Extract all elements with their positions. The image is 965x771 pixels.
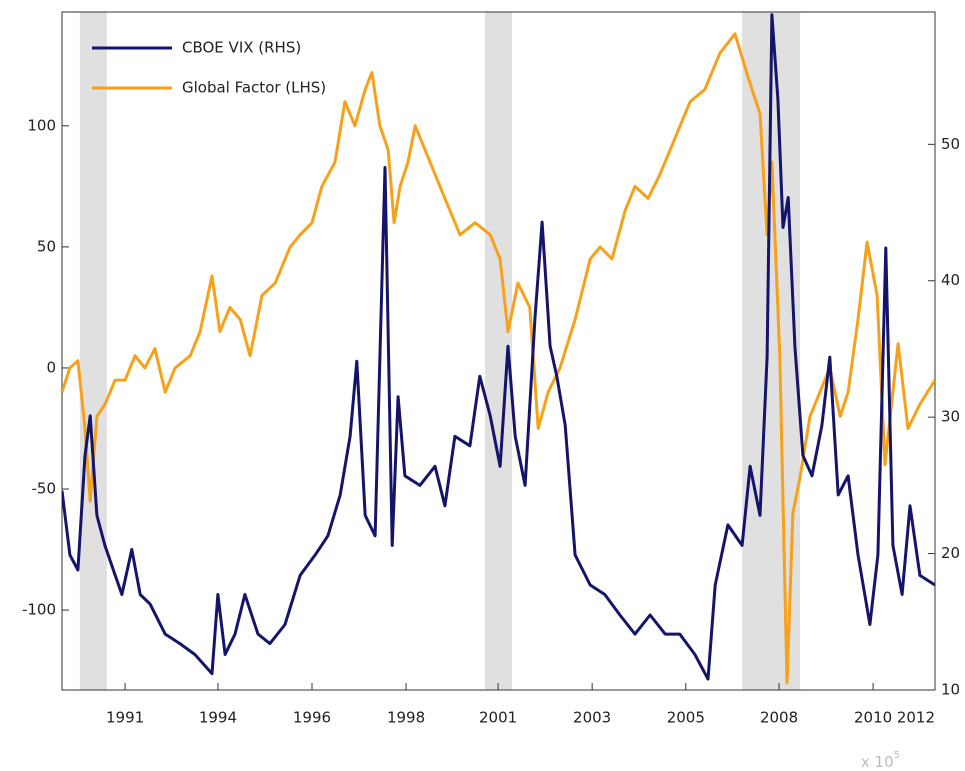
x-tick-label: 1991 — [106, 709, 144, 727]
x-tick-label: 1994 — [199, 709, 237, 727]
x-tick-label: 2010 — [854, 709, 892, 727]
x-tick-label: 2012 — [897, 709, 935, 727]
recession-band — [79, 12, 107, 690]
series-line — [62, 32, 935, 685]
y-tick-label: 0 — [46, 358, 56, 376]
x-tick-label: 2001 — [479, 709, 517, 727]
y-tick-label: 100 — [27, 116, 56, 134]
legend-label: CBOE VIX (RHS) — [182, 39, 301, 57]
y2-tick-label: 30 — [941, 408, 960, 426]
y-tick-label: -100 — [22, 601, 56, 619]
x-exponent: x 105 — [861, 750, 900, 771]
x-tick-label: 1998 — [387, 709, 425, 727]
series-line — [62, 13, 935, 681]
y-tick-label: -50 — [32, 480, 57, 498]
x-exponent-base: x 10 — [861, 753, 894, 771]
x-tick-label: 2005 — [667, 709, 705, 727]
y2-tick-label: 50 — [941, 135, 960, 153]
x-tick-label: 2003 — [573, 709, 611, 727]
x-tick-label: 1996 — [293, 709, 331, 727]
x-tick-label: 2008 — [760, 709, 798, 727]
x-exponent-power: 5 — [894, 750, 900, 761]
y2-tick-label: 10 — [941, 681, 960, 699]
plot-area — [62, 13, 935, 685]
y2-tick-label: 20 — [941, 544, 960, 562]
y-tick-label: 50 — [37, 237, 56, 255]
y2-tick-label: 40 — [941, 271, 960, 289]
legend-label: Global Factor (LHS) — [182, 79, 326, 97]
